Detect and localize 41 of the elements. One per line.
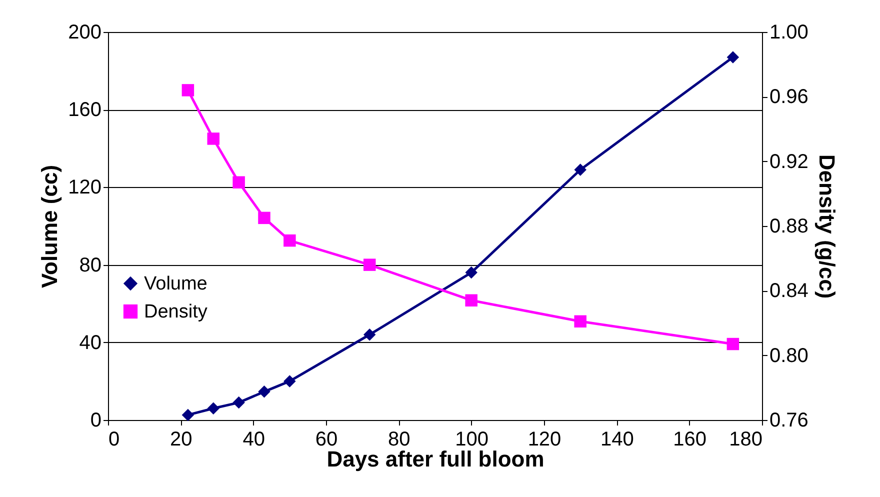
y2-tick-label: 0.76 <box>770 410 808 432</box>
point <box>574 315 586 328</box>
x-tick-label: 180 <box>729 428 762 450</box>
point <box>232 176 245 188</box>
y2-tick-label: 1.00 <box>770 22 808 44</box>
y2-tick-label: 0.92 <box>770 150 808 173</box>
point <box>258 386 270 398</box>
y-tick-label: 40 <box>79 332 102 354</box>
y-axis-title: Volume (cc) <box>37 164 62 288</box>
point <box>465 294 478 306</box>
y2-tick-label: 0.96 <box>770 86 808 108</box>
point <box>182 408 194 422</box>
legend-label: Density <box>144 302 208 322</box>
x-tick-label: 140 <box>600 428 634 450</box>
point <box>182 84 194 96</box>
point <box>284 234 296 247</box>
x-tick-label: 40 <box>242 428 265 450</box>
y2-tick-label: 0.80 <box>770 344 808 367</box>
x-tick-label: 20 <box>170 428 192 450</box>
y2-tick-label: 0.84 <box>770 280 808 302</box>
point <box>574 164 586 176</box>
point <box>465 266 478 279</box>
point <box>726 338 740 350</box>
point <box>232 396 245 409</box>
point <box>258 212 270 224</box>
point <box>207 132 220 145</box>
point <box>363 328 376 341</box>
y-tick-label: 160 <box>68 99 102 122</box>
y-tick-label: 200 <box>68 22 102 44</box>
x-tick-label: 0 <box>108 428 120 450</box>
legend-label: Volume <box>144 274 208 294</box>
y-tick-label: 80 <box>79 254 102 276</box>
y-tick-label: 0 <box>90 410 102 432</box>
y2-tick-label: 0.88 <box>770 216 808 238</box>
point <box>726 51 740 64</box>
y-tick-label: 120 <box>68 176 102 199</box>
x-tick-label: 160 <box>673 428 707 450</box>
point <box>207 402 220 414</box>
y2-axis-title: Density (g/cc) <box>814 154 840 299</box>
point <box>363 258 376 271</box>
point <box>284 375 296 388</box>
